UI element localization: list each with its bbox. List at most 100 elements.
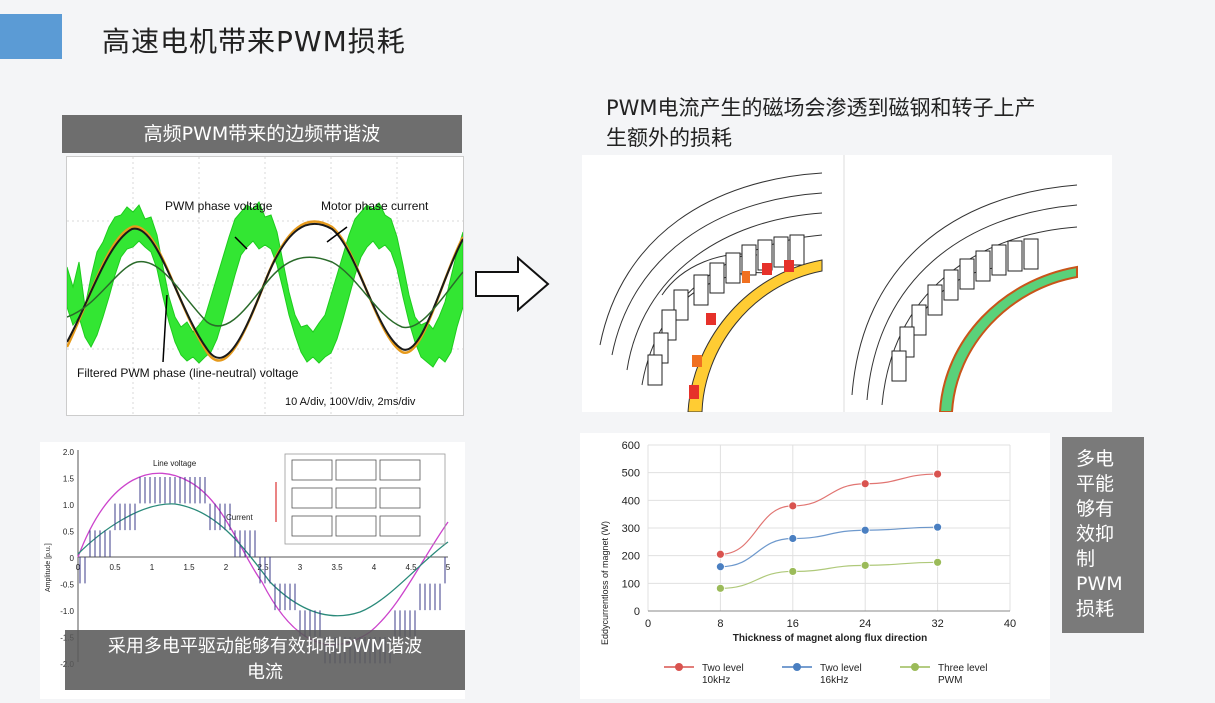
chart-x-tick-label: 8 xyxy=(717,618,723,630)
multilevel-caption-line1: 采用多电平驱动能够有效抑制PWM谐波 xyxy=(107,636,423,657)
bl-x-tick-label: 3 xyxy=(298,563,303,572)
chart-y-tick-label: 100 xyxy=(622,578,640,590)
legend-swatch-marker xyxy=(793,663,801,671)
chart-y-tick-label: 200 xyxy=(622,551,640,563)
fem-right-magnet-ring xyxy=(938,265,1078,413)
chart-data-point xyxy=(933,469,943,479)
chart-series-line xyxy=(720,526,938,568)
bl-x-tick-label: 0 xyxy=(76,563,81,572)
chart-y-tick-label: 300 xyxy=(622,523,640,535)
side-note-line: 平能 xyxy=(1076,473,1115,495)
fem-flux-images xyxy=(582,155,1112,413)
chart-grid xyxy=(647,444,1011,612)
label-line-voltage: Line voltage xyxy=(153,459,197,468)
side-note-line: 效抑 xyxy=(1076,523,1115,545)
chart-y-tick-label: 600 xyxy=(622,440,640,452)
bl-x-tick-label: 2 xyxy=(224,563,229,572)
eddy-loss-chart-svg: Eddycurrentloss of magnet (W) Thickness … xyxy=(580,433,1050,699)
bl-y-tick-label: 1.0 xyxy=(63,501,75,510)
bl-x-tick-label: 3.5 xyxy=(331,563,343,572)
bl-x-tick-label: 1.5 xyxy=(183,563,195,572)
label-pwm-voltage: PWM phase voltage xyxy=(165,199,273,213)
chart-data-point xyxy=(933,557,943,567)
chart-data-point xyxy=(715,562,725,572)
side-note-line: 多电 xyxy=(1076,448,1115,470)
legend-label-line1: Two level xyxy=(820,663,862,674)
chart-data-point xyxy=(860,525,870,535)
side-note-line: 制 xyxy=(1076,548,1096,570)
bl-x-tick-label: 5 xyxy=(446,563,451,572)
multilevel-caption: 采用多电平驱动能够有效抑制PWM谐波 电流 xyxy=(65,630,465,690)
chart-y-ticks: 0 100 200 300 400 500 600 xyxy=(622,440,640,618)
multilevel-caption-line2: 电流 xyxy=(247,662,283,683)
side-note-line: 损耗 xyxy=(1076,598,1115,620)
chart-data-point xyxy=(788,567,798,576)
fem-caption-line1: PWM电流产生的磁场会渗透到磁钢和转子上产 xyxy=(606,96,1036,120)
chart-data-point xyxy=(860,479,870,489)
chart-y-tick-label: 0 xyxy=(634,606,640,618)
legend-swatch-marker xyxy=(911,663,919,671)
slide-title: 高速电机带来PWM损耗 xyxy=(102,25,406,58)
bl-x-tick-label: 2.5 xyxy=(257,563,269,572)
motor-current-pointer xyxy=(326,226,348,243)
oscilloscope-plot: PWM phase voltage Motor phase current Fi… xyxy=(65,157,465,415)
bl-y-tick-label: 0 xyxy=(70,554,75,563)
chart-x-tick-label: 32 xyxy=(931,618,943,630)
bl-x-ticks: 0 0.5 1 1.5 2 2.5 3 3.5 4 4.5 5 xyxy=(76,563,451,572)
chart-y-tick-label: 400 xyxy=(622,495,640,507)
bl-x-tick-label: 0.5 xyxy=(109,563,121,572)
chart-data-point xyxy=(715,549,725,559)
filtered-voltage-inner xyxy=(66,256,464,329)
legend-label-line2: 10kHz xyxy=(702,675,730,686)
chart-data-point xyxy=(788,501,798,511)
legend-label-line2: 16kHz xyxy=(820,675,848,686)
chart-series-line xyxy=(720,561,938,589)
fem-caption-line2: 生额外的损耗 xyxy=(606,126,732,150)
fem-right-teeth xyxy=(891,238,1039,382)
bl-y-tick-label: 0.5 xyxy=(63,528,75,537)
chart-data-point xyxy=(715,583,725,593)
bl-y-tick-label: 1.5 xyxy=(63,475,75,484)
filtered-pointer xyxy=(162,294,168,363)
chart-data-point xyxy=(860,560,870,570)
oscilloscope-image: PWM phase voltage Motor phase current Fi… xyxy=(65,156,465,416)
label-scope-scale: 10 A/div, 100V/div, 2ms/div xyxy=(285,396,416,408)
chart-x-tick-label: 40 xyxy=(1004,618,1016,630)
chart-x-tick-label: 24 xyxy=(859,618,871,630)
legend-label-line1: Three level xyxy=(938,663,987,674)
label-filtered-voltage: Filtered PWM phase (line-neutral) voltag… xyxy=(77,366,299,380)
bl-ylabel: Amplitude [p.u.] xyxy=(45,543,52,592)
bl-x-tick-label: 4 xyxy=(372,563,377,572)
fem-flux-plot xyxy=(582,155,1112,413)
legend-swatch-marker xyxy=(675,663,683,671)
pwm-voltage-pointer xyxy=(234,236,248,250)
label-motor-current: Motor phase current xyxy=(321,199,429,213)
legend-label-line1: Two level xyxy=(702,663,744,674)
chart-ylabel: Eddycurrentloss of magnet (W) xyxy=(600,521,610,645)
chart-series-line xyxy=(720,473,938,555)
right-arrow-icon xyxy=(475,256,550,312)
converter-schematic-inset xyxy=(275,453,446,545)
bl-y-tick-label: -1.0 xyxy=(60,607,74,616)
bl-y-tick-label: -0.5 xyxy=(60,581,74,590)
chart-xlabel: Thickness of magnet along flux direction xyxy=(733,633,927,644)
chart-data-point xyxy=(788,534,798,543)
filtered-voltage-wave xyxy=(66,222,464,359)
line-voltage-sine xyxy=(77,472,449,646)
bl-x-tick-label: 1 xyxy=(150,563,155,572)
legend-label-line2: PWM xyxy=(938,675,962,686)
eddy-loss-chart: Eddycurrentloss of magnet (W) Thickness … xyxy=(580,433,1050,699)
fem-left-hotspots xyxy=(689,260,794,399)
chart-x-tick-label: 16 xyxy=(787,618,799,630)
bl-y-tick-label: 2.0 xyxy=(63,448,75,457)
chart-y-tick-label: 500 xyxy=(622,468,640,480)
side-note: 多电 平能 够有 效抑 制 PWM 损耗 xyxy=(1062,437,1144,633)
side-note-line: PWM xyxy=(1076,573,1123,595)
fem-left-magnet-ring xyxy=(687,259,823,413)
chart-data-point xyxy=(933,522,943,532)
scope-panel-header: 高频PWM带来的边频带谐波 xyxy=(62,115,462,153)
chart-series xyxy=(715,469,943,593)
bl-x-tick-label: 4.5 xyxy=(405,563,417,572)
chart-x-tick-label: 0 xyxy=(645,618,651,630)
